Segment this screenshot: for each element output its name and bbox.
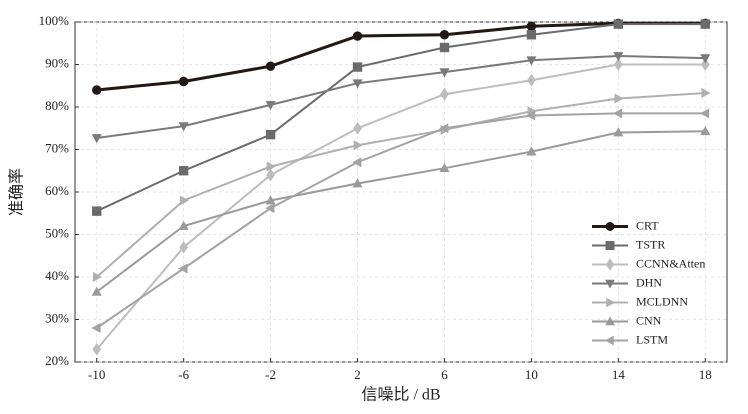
marker <box>352 79 363 89</box>
marker <box>91 134 102 144</box>
marker <box>352 62 363 72</box>
y-tick-label: 100% <box>39 13 70 28</box>
marker <box>605 241 615 250</box>
marker <box>178 122 189 132</box>
legend-label: CNN <box>636 313 662 327</box>
marker <box>526 146 537 156</box>
y-tick-label: 50% <box>45 225 69 240</box>
marker <box>700 125 711 136</box>
marker <box>352 178 363 188</box>
y-tick-label: 20% <box>45 353 69 368</box>
marker <box>440 87 449 101</box>
y-tick-label: 60% <box>45 183 69 198</box>
marker <box>526 30 537 40</box>
marker <box>700 19 710 29</box>
x-axis-label: 信噪比 / dB <box>361 386 440 404</box>
marker <box>605 279 615 289</box>
marker <box>91 322 101 334</box>
series-line <box>96 112 706 329</box>
marker <box>178 76 189 87</box>
series-line <box>96 23 706 213</box>
marker <box>178 166 189 176</box>
marker <box>92 342 102 356</box>
series-line <box>96 91 706 278</box>
marker <box>614 93 624 104</box>
marker <box>352 31 363 41</box>
legend: CRT TSTR CCNN&Atten DHN MCLDNN CNN LSTM <box>592 218 705 346</box>
marker <box>605 258 615 271</box>
series-line <box>96 54 706 140</box>
marker <box>265 101 276 111</box>
marker <box>91 286 102 296</box>
marker <box>613 19 624 29</box>
x-tick-label: -10 <box>88 367 105 382</box>
y-tick-label: 80% <box>45 98 69 113</box>
marker <box>613 108 623 119</box>
marker <box>701 87 711 99</box>
marker <box>92 271 102 283</box>
marker <box>265 61 276 71</box>
marker <box>266 161 276 172</box>
x-tick-label: 10 <box>525 367 538 382</box>
x-tick-label: 14 <box>612 367 626 382</box>
y-tick-label: 90% <box>45 55 69 70</box>
marker <box>526 21 537 31</box>
marker <box>179 240 189 254</box>
marker <box>265 195 276 205</box>
marker <box>266 168 275 182</box>
x-tick-label: 6 <box>441 367 448 382</box>
marker <box>352 157 362 168</box>
marker <box>353 121 362 135</box>
legend-label: LSTM <box>636 332 668 346</box>
marker <box>439 68 450 78</box>
marker <box>439 123 449 134</box>
marker <box>439 42 450 53</box>
series-line <box>96 130 706 293</box>
legend-label: CCNN&Atten <box>636 256 705 270</box>
marker <box>700 54 711 64</box>
marker <box>439 30 450 40</box>
marker <box>265 203 275 214</box>
marker <box>700 58 710 71</box>
marker <box>178 263 188 274</box>
marker <box>179 195 189 206</box>
marker <box>613 58 623 71</box>
y-tick-label: 30% <box>45 310 69 325</box>
marker <box>605 316 615 326</box>
marker <box>613 127 624 137</box>
x-tick-label: -6 <box>178 367 189 382</box>
marker <box>92 206 102 216</box>
x-tick-label: 18 <box>699 367 712 382</box>
y-axis-label: 准确率 <box>8 168 26 216</box>
marker <box>526 56 537 66</box>
marker <box>439 162 450 173</box>
marker <box>700 108 710 119</box>
series-line <box>96 21 706 92</box>
marker <box>605 222 615 231</box>
marker <box>92 85 102 95</box>
y-tick-label: 40% <box>45 268 69 283</box>
legend-label: CRT <box>636 218 659 232</box>
marker <box>527 73 536 87</box>
x-tick-label: 2 <box>354 367 361 382</box>
grid <box>75 21 727 363</box>
marker <box>613 52 624 62</box>
legend-label: MCLDNN <box>636 294 688 308</box>
marker <box>526 110 536 121</box>
legend-label: TSTR <box>636 237 665 251</box>
marker <box>265 129 276 140</box>
legend-label: DHN <box>636 275 662 289</box>
series-line <box>95 63 706 350</box>
x-tick-label: -2 <box>265 367 276 382</box>
marker <box>604 335 614 346</box>
marker <box>353 140 363 151</box>
marker <box>178 220 189 230</box>
y-tick-label: 70% <box>45 140 69 155</box>
marker <box>606 297 616 308</box>
